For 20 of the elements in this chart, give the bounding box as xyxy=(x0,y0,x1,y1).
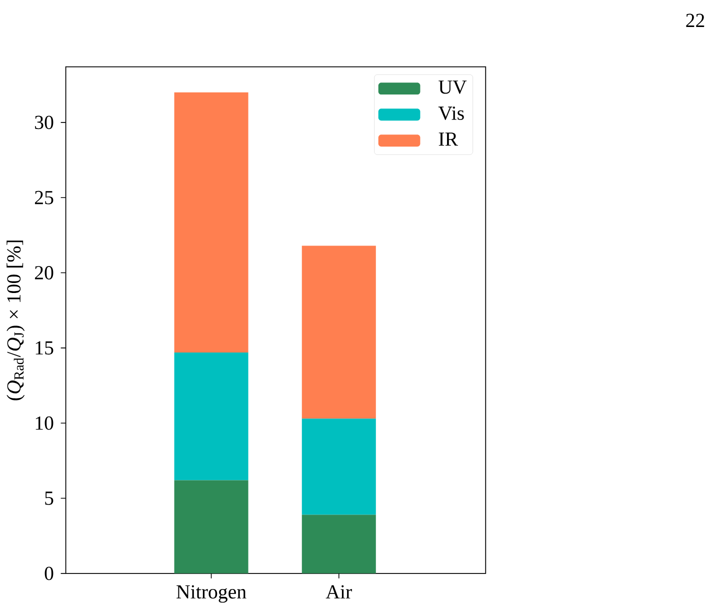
y-tick-label: 15 xyxy=(36,341,54,354)
y-tick-label: 25 xyxy=(34,190,54,204)
bar xyxy=(174,352,248,480)
legend-label: IR xyxy=(438,132,458,146)
bar xyxy=(302,246,376,418)
x-tick-label: Air xyxy=(326,585,352,598)
x-tick-label: Nitrogen xyxy=(176,585,246,603)
y-tick-label: 0 xyxy=(44,566,54,580)
bar xyxy=(174,92,248,352)
legend-label: UV xyxy=(438,80,467,94)
bar xyxy=(302,418,376,515)
legend-label: Vis xyxy=(438,106,464,120)
y-tick-label: 30 xyxy=(35,116,54,129)
y-tick-label: 5 xyxy=(45,492,54,505)
bar xyxy=(174,480,248,574)
bar xyxy=(302,514,376,574)
y-axis-title: (Q$_{Rad}$/Q$_{J}$) × 100 [%] xyxy=(6,240,25,400)
y-tick-label: 10 xyxy=(36,416,54,430)
text: 22 xyxy=(686,14,704,27)
y-tick-label: 20 xyxy=(34,266,54,280)
